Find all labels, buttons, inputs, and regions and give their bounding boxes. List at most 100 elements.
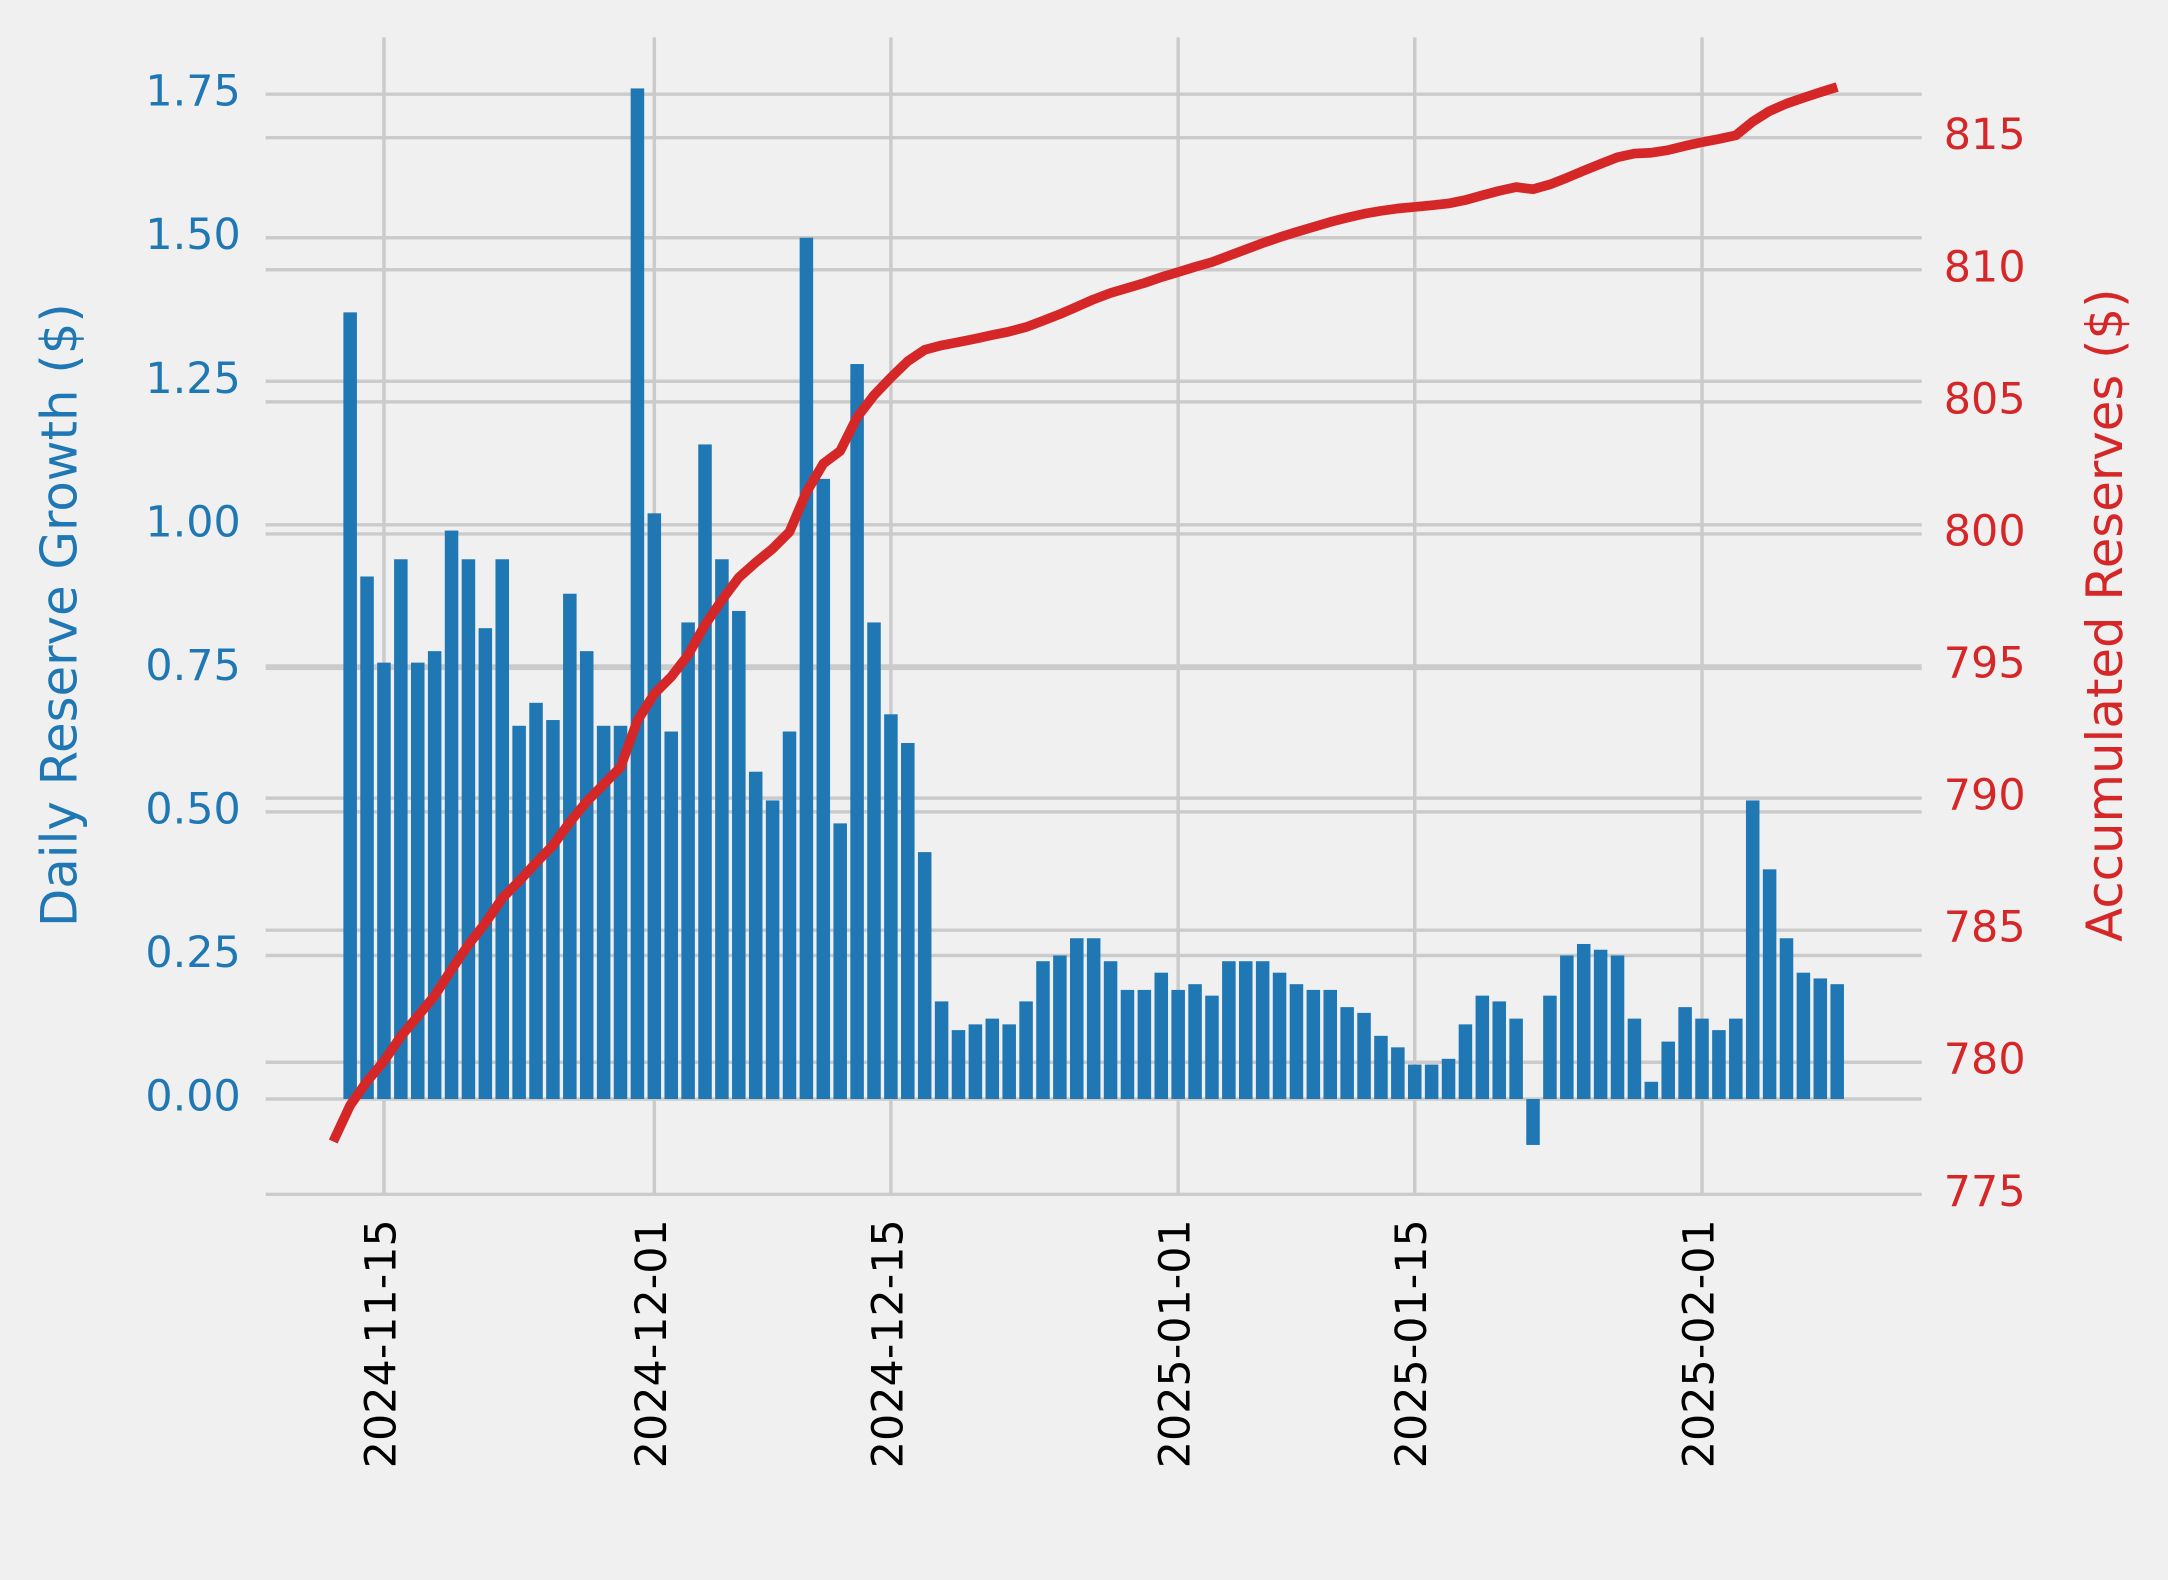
bar xyxy=(1255,961,1270,1100)
bar xyxy=(1036,961,1050,1100)
bar xyxy=(1188,984,1202,1100)
bar xyxy=(1560,955,1574,1100)
bar xyxy=(681,622,695,1100)
bar xyxy=(563,593,577,1100)
bar xyxy=(461,559,476,1100)
bar xyxy=(1509,1018,1523,1100)
bar xyxy=(343,312,357,1100)
bar xyxy=(985,1018,1000,1100)
bar xyxy=(410,662,425,1100)
bar xyxy=(698,444,712,1100)
labels: 0.00 0.25 0.50 0.75 1.00 1.25 1.50 1.75 775 780 78… xyxy=(145,67,2025,1469)
y-tick-label: 0.00 xyxy=(145,1072,240,1122)
bar xyxy=(1002,1024,1016,1100)
bar xyxy=(765,800,780,1100)
bar xyxy=(901,743,915,1100)
bar xyxy=(782,731,797,1100)
bar xyxy=(512,725,526,1100)
bar xyxy=(1205,995,1219,1100)
x-tick-label: 2024-11-15 xyxy=(356,1219,406,1468)
bar xyxy=(1086,938,1101,1100)
bar xyxy=(1306,989,1321,1100)
bar xyxy=(1661,1041,1675,1100)
bar xyxy=(1762,869,1777,1100)
y2-tick-label: 815 xyxy=(1944,110,2026,160)
y2-tick-label: 800 xyxy=(1944,506,2026,556)
y-tick-label: 0.50 xyxy=(145,784,240,834)
bar xyxy=(546,720,560,1100)
bar xyxy=(1492,1001,1506,1100)
bar xyxy=(529,702,543,1100)
y2-tick-label: 790 xyxy=(1944,771,2026,821)
bar xyxy=(1644,1081,1659,1100)
bar xyxy=(1053,955,1067,1100)
bar xyxy=(1357,1012,1371,1100)
bar xyxy=(647,513,662,1100)
bar xyxy=(377,662,391,1100)
bar xyxy=(1340,1007,1354,1100)
y-tick-label: 0.75 xyxy=(145,641,240,691)
bar xyxy=(1239,961,1253,1100)
y2-tick-label: 785 xyxy=(1944,903,2026,953)
bar xyxy=(850,364,864,1100)
bar xyxy=(495,559,509,1100)
y-tick-label: 1.75 xyxy=(145,67,240,117)
bar xyxy=(1593,949,1608,1100)
x-tick-label: 2025-01-15 xyxy=(1387,1219,1437,1468)
bar xyxy=(867,622,881,1100)
bar xyxy=(1813,978,1828,1100)
bar xyxy=(444,530,459,1100)
bar xyxy=(478,628,493,1100)
x-tick-label: 2025-01-01 xyxy=(1151,1219,1201,1468)
bar xyxy=(1678,1007,1692,1100)
bar xyxy=(1526,1099,1540,1145)
y2-axis-label: Accumulated Reserves ($) xyxy=(2076,288,2134,941)
bar xyxy=(1222,961,1236,1100)
x-tick-label: 2024-12-01 xyxy=(627,1219,677,1468)
bar xyxy=(934,1001,949,1100)
bar xyxy=(613,725,628,1100)
bar xyxy=(1543,995,1557,1100)
bar xyxy=(394,559,408,1100)
bar xyxy=(1154,972,1169,1100)
bar xyxy=(1745,800,1760,1100)
y2-tick-label: 810 xyxy=(1944,242,2026,292)
bar xyxy=(1627,1018,1642,1100)
bar xyxy=(799,237,814,1100)
bar xyxy=(1323,989,1338,1100)
line xyxy=(328,82,1839,1144)
bar xyxy=(1103,961,1118,1100)
bar xyxy=(1070,938,1084,1100)
bar xyxy=(1019,1001,1033,1100)
y-tick-label: 0.25 xyxy=(145,928,240,978)
bar xyxy=(1407,1064,1422,1100)
bar xyxy=(427,651,442,1100)
bar xyxy=(1712,1030,1726,1100)
bar xyxy=(1424,1064,1439,1100)
bar xyxy=(715,559,729,1100)
bar xyxy=(1830,984,1844,1100)
bar xyxy=(630,88,645,1100)
y2-tick-label: 795 xyxy=(1944,639,2026,689)
y2-tick-label: 775 xyxy=(1944,1167,2026,1217)
bar xyxy=(917,852,932,1100)
bar xyxy=(1695,1018,1709,1100)
bar xyxy=(1289,984,1304,1100)
bar xyxy=(596,725,611,1100)
bar xyxy=(1576,943,1591,1100)
x-tick-label: 2024-12-15 xyxy=(863,1219,913,1468)
bar xyxy=(884,714,898,1100)
bar xyxy=(1779,938,1794,1100)
bar xyxy=(1391,1047,1405,1100)
y-tick-label: 1.25 xyxy=(145,354,240,404)
bar xyxy=(748,771,763,1100)
bar xyxy=(1475,995,1490,1100)
bar xyxy=(1171,989,1185,1100)
y2-tick-label: 805 xyxy=(1944,374,2026,424)
marks xyxy=(328,82,1844,1145)
bar xyxy=(732,610,746,1100)
bar xyxy=(1610,955,1625,1100)
bar xyxy=(833,823,847,1100)
x-tick-label: 2025-02-01 xyxy=(1675,1219,1725,1468)
